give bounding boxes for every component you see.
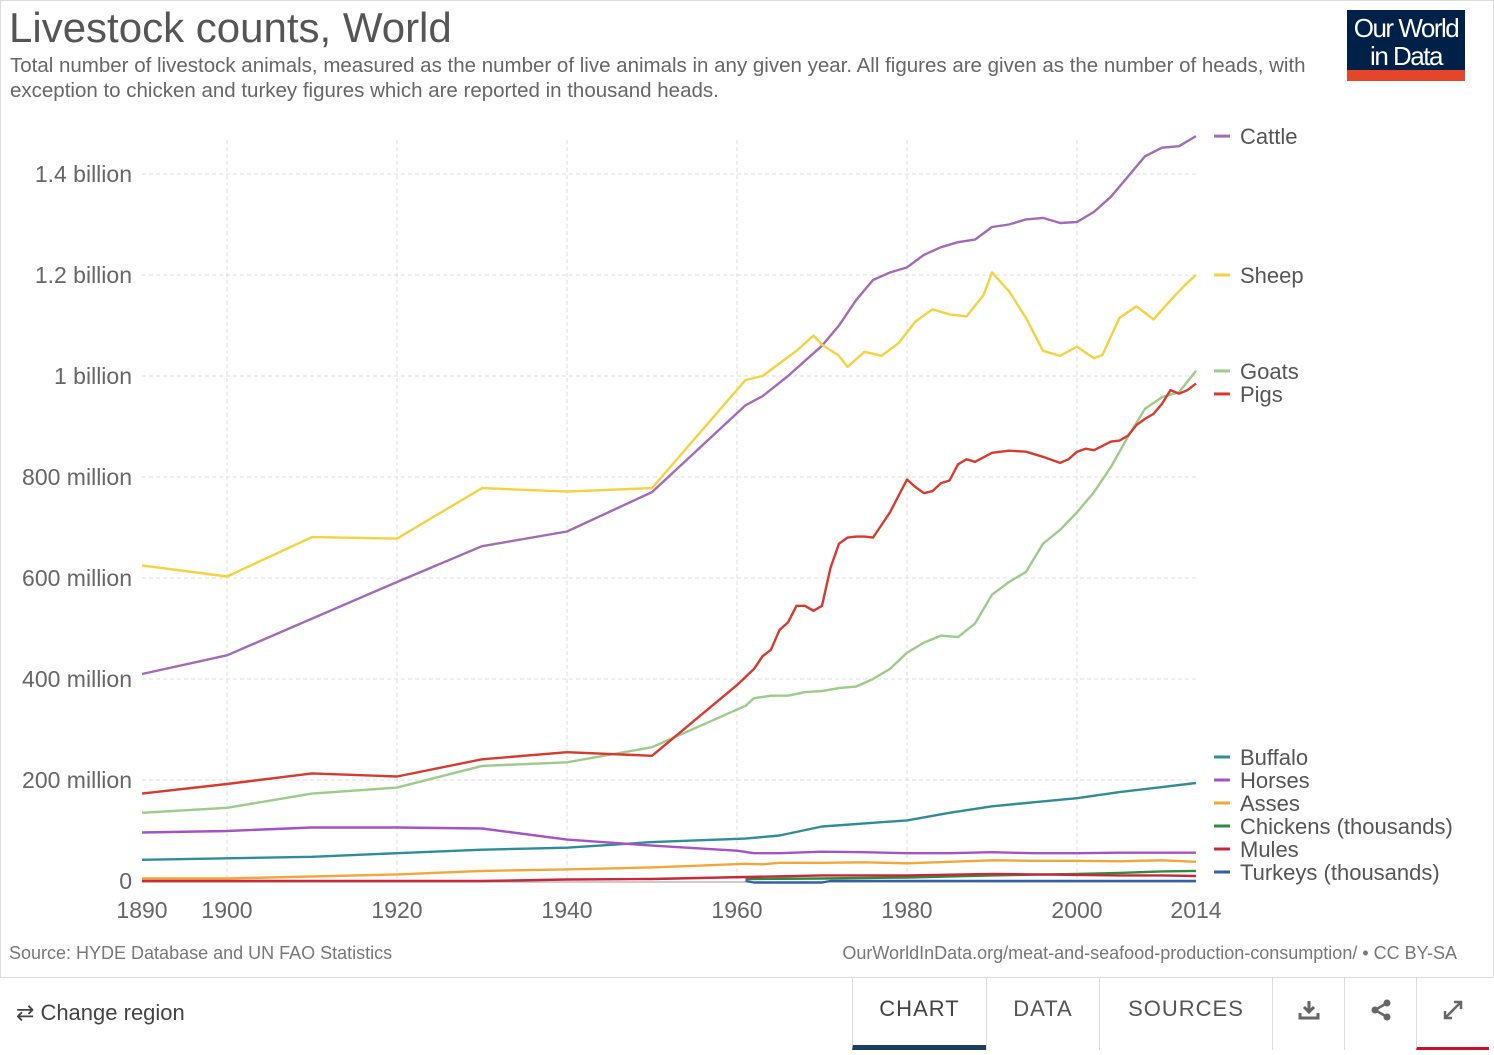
tab-sources[interactable]: SOURCES bbox=[1099, 978, 1272, 1050]
y-tick-label: 1 billion bbox=[54, 363, 132, 389]
line-chart: 0 200 million 400 million 600 million 800 mi… bbox=[22, 124, 1453, 923]
series-line-mules[interactable] bbox=[142, 872, 1197, 883]
change-region-label: Change region bbox=[40, 1000, 185, 1025]
swap-arrows-icon: ⇄ bbox=[16, 1000, 35, 1025]
y-tick-label: 1.2 billion bbox=[35, 262, 132, 288]
legend-label[interactable]: Cattle bbox=[1240, 124, 1297, 149]
series-line-turkeys-thousands[interactable] bbox=[745, 879, 1197, 884]
x-tick-label: 1960 bbox=[711, 897, 762, 923]
controls-bar: ⇄ Change region CHART DATA SOURCES bbox=[0, 977, 1494, 1055]
x-tick-label: 1980 bbox=[881, 897, 932, 923]
series-line-pigs[interactable] bbox=[141, 382, 1197, 795]
x-tick-label: 2000 bbox=[1051, 897, 1102, 923]
grid-layer bbox=[142, 140, 1196, 881]
logo-line-1: Our World bbox=[1353, 13, 1460, 43]
series-line-horses[interactable] bbox=[141, 826, 1196, 855]
legend-label[interactable]: Mules bbox=[1240, 837, 1299, 862]
share-icon bbox=[1371, 999, 1391, 1021]
x-tick-label: 2014 bbox=[1170, 897, 1221, 923]
axis-layer: 0 200 million 400 million 600 million 800 mi… bbox=[22, 161, 1222, 923]
tab-chart[interactable]: CHART bbox=[852, 978, 986, 1050]
tab-sources-label: SOURCES bbox=[1128, 996, 1244, 1021]
x-tick-label: 1890 bbox=[116, 897, 167, 923]
series-line-buffalo[interactable] bbox=[141, 781, 1197, 861]
y-tick-label: 600 million bbox=[22, 565, 132, 591]
y-tick-label: 0 bbox=[119, 868, 132, 894]
legend-label[interactable]: Asses bbox=[1240, 791, 1300, 816]
series-line-asses[interactable] bbox=[142, 859, 1197, 880]
series-layer bbox=[141, 135, 1197, 884]
chart-subtitle: Total number of livestock animals, measu… bbox=[10, 54, 1306, 102]
source-note: Source: HYDE Database and UN FAO Statist… bbox=[9, 943, 393, 963]
share-button[interactable] bbox=[1344, 978, 1417, 1050]
legend-label[interactable]: Goats bbox=[1240, 359, 1299, 384]
y-tick-label: 200 million bbox=[22, 767, 132, 793]
x-tick-label: 1900 bbox=[201, 897, 252, 923]
x-tick-label: 1940 bbox=[541, 897, 592, 923]
source-url-link[interactable]: OurWorldInData.org/meat-and-seafood-prod… bbox=[842, 943, 1457, 963]
tab-chart-label: CHART bbox=[879, 996, 960, 1021]
series-line-sheep[interactable] bbox=[141, 271, 1197, 578]
y-tick-label: 400 million bbox=[22, 666, 132, 692]
legend-label[interactable]: Sheep bbox=[1240, 263, 1304, 288]
tab-data-label: DATA bbox=[1013, 996, 1073, 1021]
legend-label[interactable]: Buffalo bbox=[1240, 745, 1308, 770]
tab-data[interactable]: DATA bbox=[986, 978, 1099, 1050]
logo-accent-bar bbox=[1347, 70, 1465, 81]
series-line-goats[interactable] bbox=[141, 370, 1197, 814]
download-button[interactable] bbox=[1272, 978, 1345, 1050]
page-title: Livestock counts, World bbox=[9, 4, 452, 51]
series-line-cattle[interactable] bbox=[141, 135, 1197, 676]
change-region-button[interactable]: ⇄ Change region bbox=[16, 1000, 185, 1026]
legend-label[interactable]: Horses bbox=[1240, 768, 1310, 793]
legend-label[interactable]: Pigs bbox=[1240, 382, 1283, 407]
x-tick-label: 1920 bbox=[371, 897, 422, 923]
owid-logo[interactable]: Our World in Data bbox=[1347, 10, 1465, 81]
y-tick-label: 1.4 billion bbox=[35, 161, 132, 187]
legend-label[interactable]: Turkeys (thousands) bbox=[1240, 860, 1440, 885]
logo-line-2: in Data bbox=[1370, 41, 1443, 71]
legend-label[interactable]: Chickens (thousands) bbox=[1240, 814, 1453, 839]
fullscreen-button[interactable] bbox=[1416, 978, 1489, 1050]
y-tick-label: 800 million bbox=[22, 464, 132, 490]
download-icon bbox=[1298, 1001, 1320, 1020]
fullscreen-icon bbox=[1443, 1000, 1463, 1020]
